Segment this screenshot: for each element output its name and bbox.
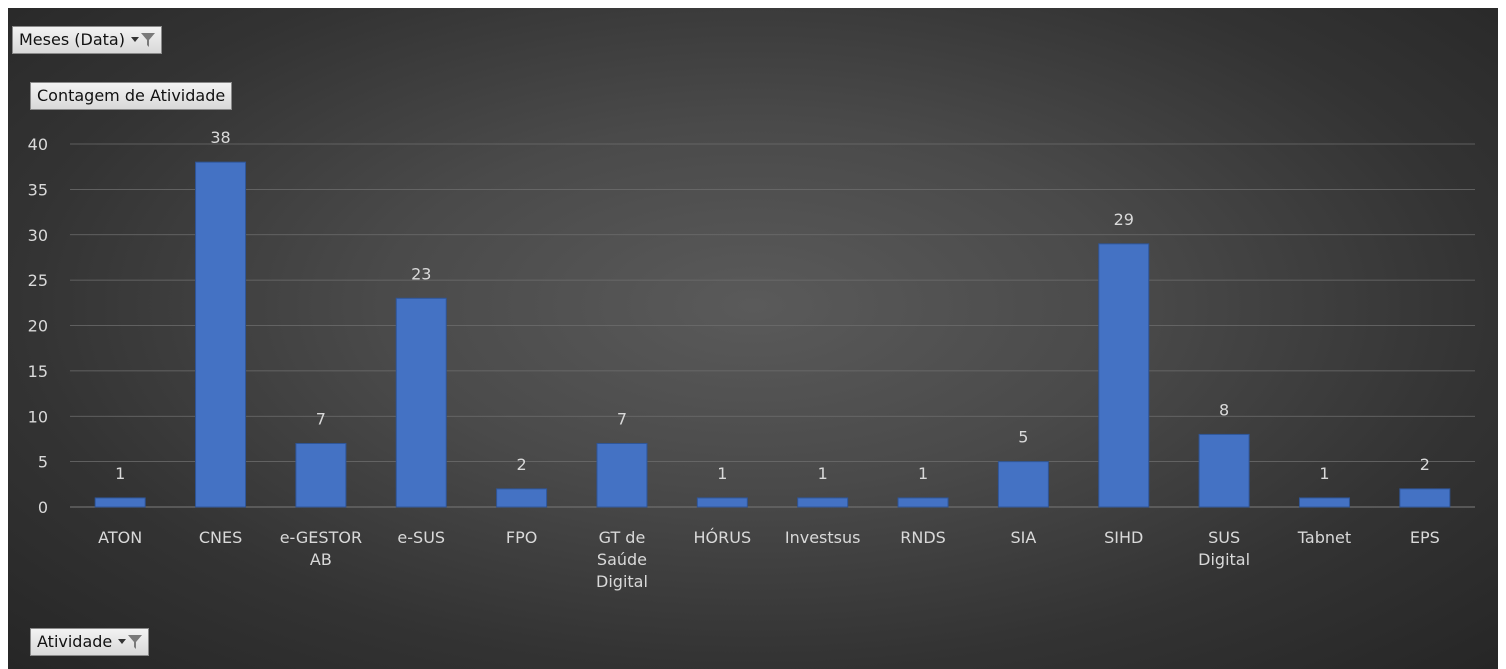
y-tick-label: 5 (38, 453, 48, 472)
x-category-label: CNES (199, 528, 242, 547)
data-label: 1 (115, 464, 125, 483)
x-category-label: EPS (1410, 528, 1440, 547)
x-category-label: FPO (506, 528, 537, 547)
data-label: 1 (717, 464, 727, 483)
month-filter-label: Meses (Data) (19, 30, 125, 49)
data-label: 2 (517, 455, 527, 474)
data-label: 29 (1114, 210, 1134, 229)
x-category-label: e-SUS (397, 528, 445, 547)
data-label: 5 (1018, 428, 1028, 447)
bar (1298, 497, 1350, 508)
bar (496, 488, 548, 508)
y-tick-label: 40 (28, 135, 48, 154)
value-field-button[interactable]: Contagem de Atividade (30, 82, 233, 110)
data-label: 7 (617, 409, 627, 428)
x-category-label: SIHD (1104, 528, 1143, 547)
x-category-label: SIA (1010, 528, 1036, 547)
bar (897, 497, 949, 508)
data-label: 8 (1219, 400, 1229, 419)
data-label: 1 (1319, 464, 1329, 483)
bar (1198, 433, 1250, 508)
filter-dropdown-icon (130, 32, 155, 48)
x-category-label: Tabnet (1297, 528, 1351, 547)
bar (295, 442, 347, 508)
value-field-label: Contagem de Atividade (37, 86, 226, 105)
y-tick-label: 35 (28, 180, 48, 199)
data-label: 2 (1420, 455, 1430, 474)
data-label: 38 (210, 128, 230, 147)
data-label: 23 (411, 264, 431, 283)
bar (696, 497, 748, 508)
bar (94, 497, 146, 508)
x-category-label: HÓRUS (694, 528, 752, 547)
gridlines (70, 143, 1475, 508)
x-category-label: Investsus (785, 528, 861, 547)
activity-filter-button[interactable]: Atividade (30, 628, 150, 656)
data-label: 1 (918, 464, 928, 483)
y-tick-label: 25 (28, 271, 48, 290)
x-axis-categories: ATON CNES e-GESTOR AB e-SUS FPO GT de Saúde Digi… (98, 528, 1440, 591)
y-tick-label: 0 (38, 498, 48, 517)
bar (596, 442, 648, 508)
y-tick-label: 10 (28, 407, 48, 426)
month-filter-button[interactable]: Meses (Data) (12, 26, 162, 54)
bar (797, 497, 849, 508)
y-tick-label: 15 (28, 362, 48, 381)
y-axis-ticks: 0 5 10 15 20 25 30 35 40 (28, 135, 48, 517)
bar (395, 297, 447, 508)
y-tick-label: 20 (28, 317, 48, 336)
activity-filter-label: Atividade (37, 632, 113, 651)
data-label: 7 (316, 409, 326, 428)
bar (1098, 243, 1150, 508)
bar (997, 461, 1049, 508)
bars (94, 161, 1451, 508)
x-category-label: e-GESTOR AB (280, 528, 362, 569)
y-tick-label: 30 (28, 226, 48, 245)
data-label: 1 (818, 464, 828, 483)
x-category-label: GT de Saúde Digital (596, 528, 648, 591)
bar (195, 161, 247, 508)
x-category-label: ATON (98, 528, 142, 547)
chart-area (8, 8, 1498, 669)
x-category-label: SUS Digital (1198, 528, 1250, 569)
filter-dropdown-icon (117, 634, 143, 650)
bar (1399, 488, 1451, 508)
x-category-label: RNDS (900, 528, 946, 547)
